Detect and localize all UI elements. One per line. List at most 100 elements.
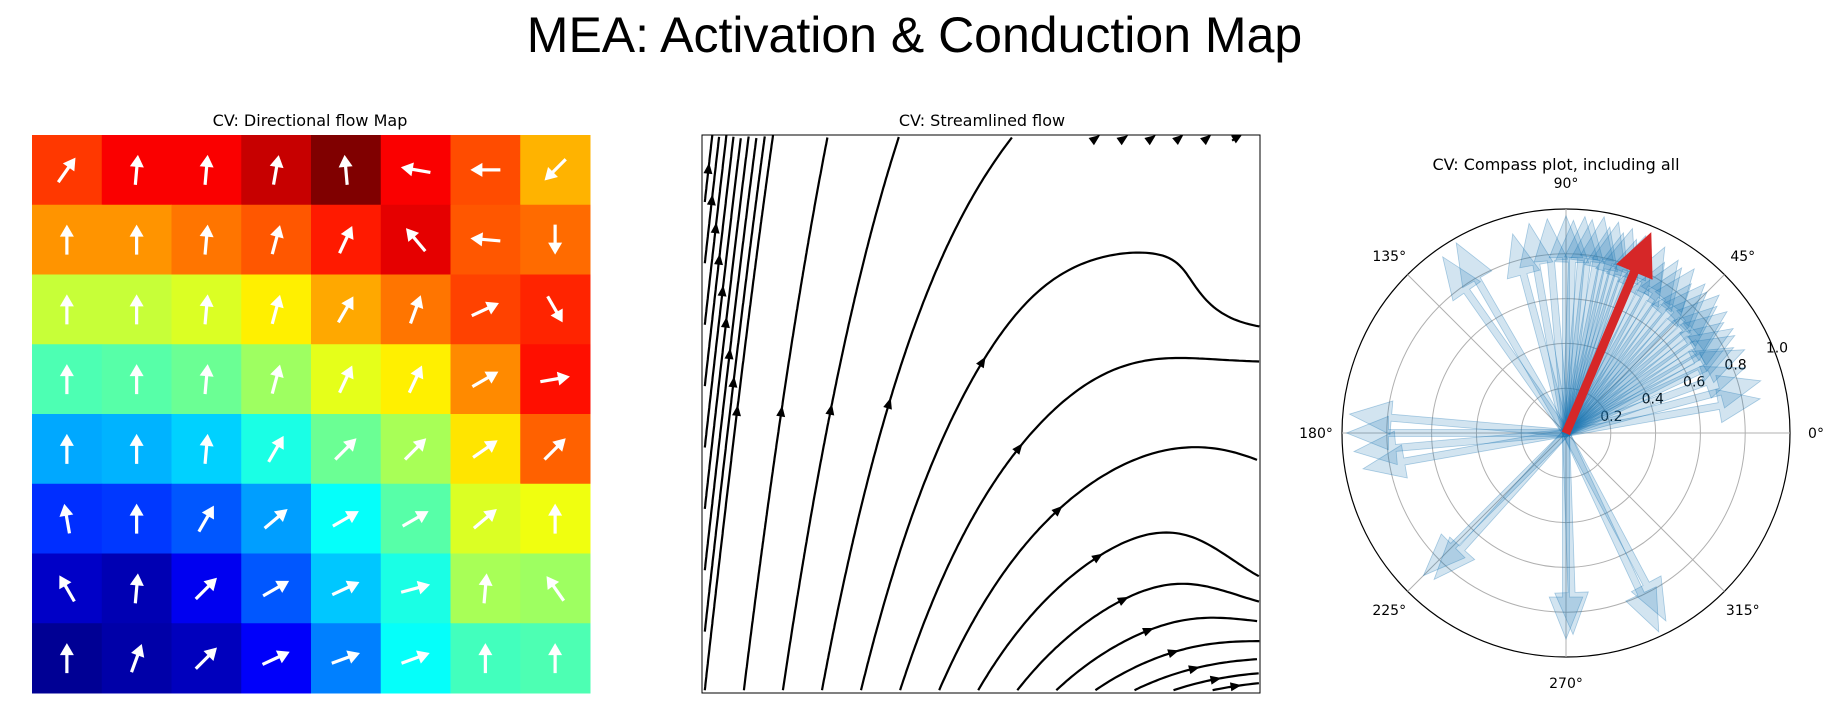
streamline-arrow-13 (1229, 682, 1242, 692)
r-tick-label: 0.4 (1642, 392, 1664, 408)
flow-arrow-2-2 (199, 294, 214, 325)
compass-vector-23 (1563, 321, 1725, 437)
flow-arrow-0-2 (199, 154, 214, 185)
compass-vector-36 (1348, 400, 1567, 437)
flow-arrow-6-1 (129, 573, 144, 604)
streamline-arrow-18 (714, 253, 723, 266)
streamline-arrow-0 (732, 404, 741, 417)
flow-arrow-7-4 (331, 650, 360, 665)
flow-arrow-7-3 (261, 650, 290, 666)
flow-arrow-2-4 (336, 296, 354, 324)
flow-arrow-1-5 (405, 228, 427, 253)
compass-mean-vector (1561, 232, 1653, 436)
compass-vector-43 (1554, 432, 1589, 636)
streamline-arrow-10 (1167, 649, 1180, 658)
theta-tick-label: 270° (1549, 676, 1583, 692)
compass-vector-35 (1442, 255, 1570, 436)
flow-arrow-4-4 (334, 438, 357, 461)
theta-tick-label: 225° (1372, 603, 1406, 619)
flow-arrow-5-2 (197, 505, 214, 533)
compass-vector-31 (1533, 217, 1570, 434)
compass-vector-25 (1563, 335, 1736, 437)
streamline-arrow-25 (1172, 135, 1184, 146)
streamline-arrow-26 (1200, 135, 1212, 146)
flow-arrow-7-2 (194, 647, 217, 670)
flow-arrow-0-5 (400, 162, 431, 177)
flow-arrow-0-7 (544, 158, 567, 181)
flow-arrow-5-0 (59, 503, 74, 534)
flow-arrow-6-2 (194, 577, 217, 601)
streamline-arrow-20 (706, 194, 716, 206)
compass-vector-40 (1422, 429, 1570, 577)
flow-arrow-1-3 (270, 225, 284, 255)
flow-arrow-2-3 (270, 294, 284, 325)
compass-vector-45 (1562, 430, 1667, 622)
compass-vector-32 (1519, 222, 1570, 435)
flow-arrow-2-7 (546, 295, 563, 323)
streamline-arrow-19 (710, 222, 720, 234)
flow-arrow-6-5 (400, 580, 431, 595)
compass-vector-2 (1562, 215, 1599, 434)
compass-vector-44 (1562, 430, 1660, 633)
compass-vector-33 (1506, 232, 1570, 435)
compass-vector-24 (1563, 327, 1735, 437)
flow-arrow-3-7 (540, 371, 570, 386)
r-tick-label: 1.0 (1766, 340, 1788, 356)
streamline-arrow-15 (724, 348, 734, 360)
compass-vector-22 (1563, 311, 1728, 437)
compass-panel: 0° 45° 90° 135° 180° 225° 270° 315° 0.2 0.4 0.6 0.8… (1299, 176, 1824, 692)
flow-arrow-5-1 (129, 503, 144, 534)
compass-vector-42 (1548, 432, 1584, 641)
streamline-arrow-22 (1088, 135, 1101, 146)
compass-vector-28 (1564, 366, 1746, 437)
streamline-arrow-8 (1116, 596, 1129, 606)
flow-arrow-6-6 (478, 573, 493, 604)
theta-tick-label: 45° (1730, 249, 1755, 265)
compass-vector-30 (1564, 389, 1762, 437)
theta-tick-label: 180° (1299, 426, 1333, 442)
compass-vector-1 (1554, 219, 1590, 434)
compass-vector-27 (1563, 349, 1746, 437)
streamline-arrow-5 (1012, 443, 1023, 455)
flow-arrow-0-3 (269, 155, 284, 185)
flow-arrow-6-0 (59, 575, 76, 603)
flow-arrow-0-0 (56, 157, 76, 184)
polar-grid-spoke-3 (1407, 274, 1567, 434)
flow-arrow-4-3 (267, 435, 284, 463)
compass-title: CV: Compass plot, including all (1432, 155, 1680, 174)
theta-tick-label: 90° (1554, 176, 1579, 192)
flow-arrow-3-0 (59, 364, 74, 395)
compass-vector-41 (1433, 430, 1570, 581)
flow-arrow-1-0 (59, 224, 74, 255)
compass-vector-19 (1562, 291, 1708, 437)
streamline-arrow-11 (1188, 665, 1200, 675)
streamline-arrow-24 (1144, 135, 1156, 146)
flow-arrow-7-6 (478, 643, 493, 674)
flow-arrow-3-4 (338, 365, 354, 394)
flow-arrow-5-6 (472, 508, 497, 530)
flow-arrow-5-3 (263, 508, 288, 530)
flow-arrow-4-5 (403, 438, 427, 461)
flow-arrow-4-6 (472, 440, 498, 459)
compass-vector-3 (1562, 218, 1605, 434)
flow-arrow-4-1 (129, 433, 144, 464)
compass-vector-14 (1562, 259, 1679, 436)
flow-arrow-3-1 (129, 364, 144, 395)
polar-grid-spoke-5 (1407, 432, 1567, 592)
polar-grid-spoke-7 (1565, 432, 1725, 592)
heatmap-title: CV: Directional flow Map (212, 111, 408, 130)
streamline-arrow-27 (1231, 135, 1243, 144)
flow-arrow-6-4 (331, 580, 360, 597)
polar-grid-spoke-1 (1565, 274, 1725, 434)
flow-arrow-6-3 (262, 580, 290, 598)
flow-arrow-2-5 (408, 295, 424, 325)
compass-vector-29 (1564, 374, 1762, 437)
flow-arrow-7-7 (548, 643, 563, 674)
compass-vector-15 (1562, 266, 1683, 436)
flow-arrow-3-6 (471, 371, 499, 389)
compass-vector-26 (1563, 347, 1735, 437)
flow-arrow-7-0 (59, 643, 74, 674)
flow-arrow-7-5 (400, 650, 430, 665)
theta-tick-label: 315° (1726, 603, 1760, 619)
flow-arrow-0-6 (470, 162, 501, 177)
